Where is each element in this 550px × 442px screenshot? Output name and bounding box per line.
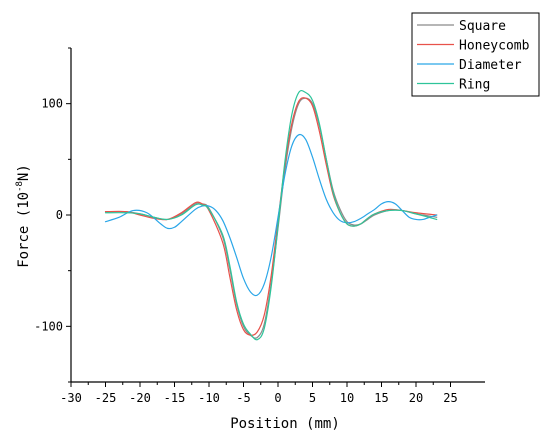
y-axis-title-unit: N) <box>16 164 32 181</box>
x-tick-label: -30 <box>60 391 82 405</box>
axes-layer: -30 -25 -20 -15 -10 -5 0 5 10 15 20 25 -100 0 100 <box>34 47 485 405</box>
x-tick-label: 15 <box>374 391 388 405</box>
y-axis-title-main: Force (10 <box>16 192 32 268</box>
x-tick-label: -10 <box>198 391 220 405</box>
y-tick-label: 100 <box>41 97 63 111</box>
legend-label-square: Square <box>459 19 506 34</box>
series-line-honeycomb <box>104 97 438 336</box>
series-layer <box>104 89 438 341</box>
y-tick-label: 0 <box>56 208 63 222</box>
x-tick-label: -5 <box>236 391 250 405</box>
legend-label-honeycomb: Honeycomb <box>459 39 530 54</box>
y-axis-title: Force (10-8N) <box>15 164 32 268</box>
legend: Square Honeycomb Diameter Ring <box>411 12 540 97</box>
legend-label-diameter: Diameter <box>459 58 522 73</box>
series-line-ring <box>104 89 438 341</box>
x-tick-label: 5 <box>309 391 316 405</box>
x-tick-label: -15 <box>164 391 186 405</box>
legend-box <box>411 12 540 97</box>
y-axis-title-exponent: -8 <box>15 181 25 192</box>
series-line-diameter <box>104 133 438 297</box>
x-tick-label: 25 <box>443 391 457 405</box>
x-axis-title: Position (mm) <box>230 416 340 432</box>
x-tick-label: -20 <box>129 391 151 405</box>
x-tick-label: -25 <box>95 391 117 405</box>
y-tick-label: -100 <box>34 319 63 333</box>
x-tick-label: 0 <box>274 391 281 405</box>
legend-label-ring: Ring <box>459 78 490 93</box>
x-tick-label: 10 <box>340 391 354 405</box>
x-tick-label: 20 <box>409 391 423 405</box>
